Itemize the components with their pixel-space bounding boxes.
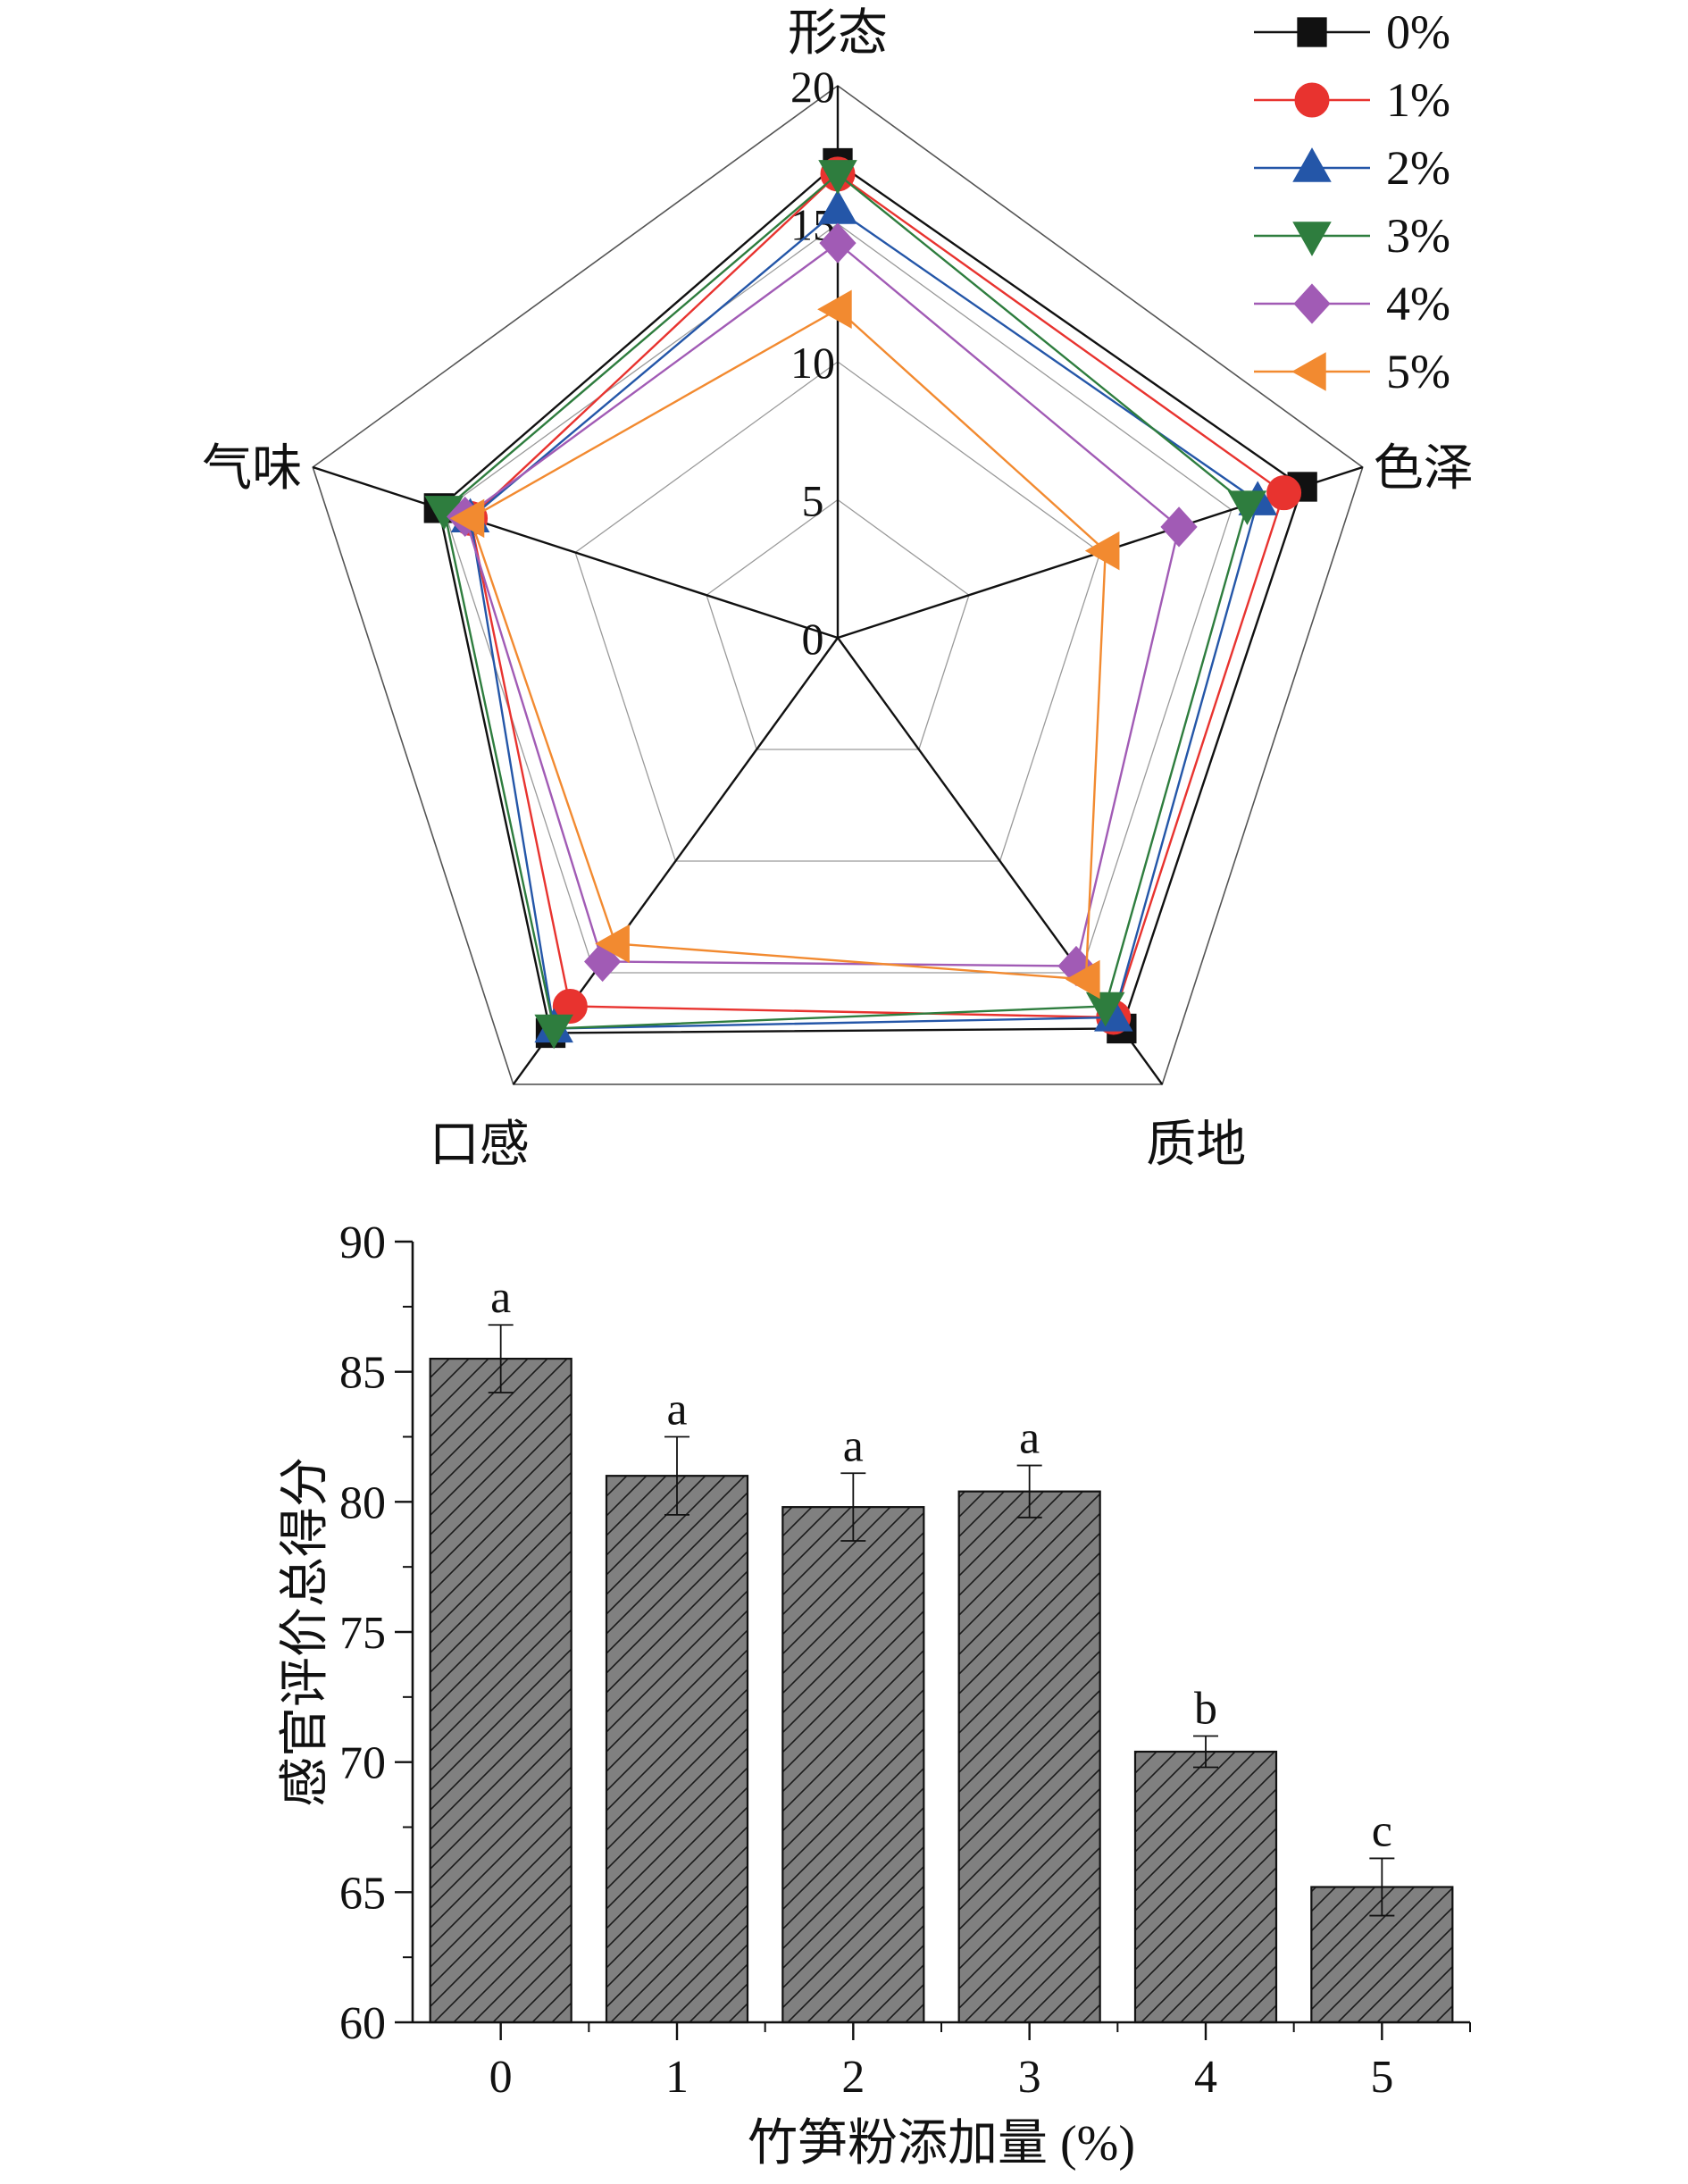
radar-point [1065, 959, 1100, 1000]
significance-letter: a [490, 1272, 511, 1323]
radar-point [534, 1014, 573, 1050]
legend-label: 3% [1386, 209, 1450, 263]
legend-label: 0% [1386, 5, 1450, 59]
x-tick-label: 2 [841, 2052, 865, 2103]
x-tick-label: 5 [1370, 2052, 1393, 2103]
radar-series-line [464, 241, 1181, 967]
legend-marker [1297, 17, 1327, 47]
radar-grid-ring [706, 498, 970, 750]
y-tick-label: 60 [339, 1998, 386, 2049]
radar-point [595, 924, 630, 964]
radar-tick-label: 0 [802, 614, 824, 664]
significance-letter: b [1194, 1684, 1217, 1735]
radar-series-5 [449, 289, 1120, 1000]
radar-series-line [442, 172, 1249, 1030]
radar-tick-label: 20 [790, 62, 835, 112]
y-tick-label: 80 [339, 1477, 386, 1528]
radar-legend: 0% 1% 2% 3% 4% 5% [1254, 5, 1450, 398]
y-tick-labels: 60 65 70 75 80 85 90 [339, 1218, 386, 2049]
radar-grid-ring [443, 222, 1233, 974]
radar-series-1 [453, 156, 1302, 1035]
legend-label: 5% [1386, 345, 1450, 398]
legend-label: 4% [1386, 277, 1450, 331]
significance-letter: a [843, 1420, 864, 1471]
significance-letters: a a a a b c [490, 1272, 1392, 1856]
bar [1133, 1750, 1278, 2024]
radar-point [1227, 490, 1267, 525]
legend-marker [1292, 222, 1332, 256]
bar-axes [395, 1240, 1471, 2040]
bar [957, 1490, 1101, 2024]
radar-axis-label: 气味 [202, 441, 302, 497]
y-tick-label: 75 [339, 1608, 386, 1659]
radar-series-line [469, 172, 1286, 1019]
radar-point [449, 498, 485, 539]
x-tick-label: 4 [1194, 2052, 1217, 2103]
legend-marker [1293, 283, 1331, 324]
significance-letter: c [1372, 1805, 1392, 1856]
bar [781, 1506, 925, 2024]
radar-point [1084, 531, 1120, 571]
radar-grid [312, 85, 1364, 1085]
bar-chart: 60 65 70 75 80 85 90 0 1 2 3 4 5 a a a a… [278, 1218, 1471, 2171]
legend-label: 1% [1386, 73, 1450, 127]
y-tick-label: 85 [339, 1348, 386, 1399]
radar-grid-ring [574, 361, 1101, 862]
y-tick-label: 70 [339, 1738, 386, 1789]
y-tick-label: 65 [339, 1868, 386, 1919]
x-tick-label: 1 [665, 2052, 689, 2103]
radar-spoke [312, 465, 839, 640]
legend-marker [1294, 82, 1330, 118]
radar-axis-labels: 形态 色泽 质地 口感 气味 [202, 6, 1474, 1173]
radar-axis-label: 色泽 [1374, 441, 1474, 497]
radar-series-line [437, 162, 1304, 1034]
radar-point [1160, 506, 1198, 548]
bar [429, 1357, 572, 2024]
radar-axis-label: 质地 [1146, 1117, 1246, 1173]
radar-axis-label: 形态 [788, 6, 888, 62]
y-tick-label: 90 [339, 1218, 386, 1268]
radar-point [819, 222, 857, 264]
radar-series-4 [447, 222, 1198, 987]
legend-marker [1291, 352, 1326, 391]
legend-label: 2% [1386, 141, 1450, 195]
x-tick-labels: 0 1 2 3 4 5 [489, 2052, 1394, 2103]
radar-series-group [423, 147, 1317, 1050]
significance-letter: a [1019, 1413, 1040, 1464]
radar-point [818, 160, 857, 195]
x-tick-label: 0 [489, 2052, 513, 2103]
radar-point [817, 289, 852, 330]
radar-axis-label: 口感 [430, 1117, 530, 1173]
bar-group [429, 1324, 1454, 2024]
radar-tick-labels: 0 5 10 15 20 [790, 62, 835, 664]
y-axis-label: 感官评价总得分 [278, 1457, 333, 1807]
radar-point [1085, 992, 1125, 1027]
x-axis-label: 竹笋粉添加量 (%) [748, 2116, 1135, 2171]
significance-letter: a [666, 1385, 687, 1435]
radar-tick-label: 5 [802, 476, 824, 526]
x-tick-label: 3 [1018, 2052, 1041, 2103]
radar-chart: 0 5 10 15 20 形态 色泽 质地 口感 气味 0% 1% 2% 3% … [202, 5, 1474, 1173]
legend-marker [1292, 147, 1332, 182]
radar-series-line [469, 307, 1107, 981]
radar-grid-ring [312, 85, 1364, 1085]
radar-series-0 [423, 147, 1317, 1049]
radar-tick-label: 10 [790, 338, 835, 388]
bar [605, 1475, 749, 2024]
radar-point [1266, 475, 1302, 511]
